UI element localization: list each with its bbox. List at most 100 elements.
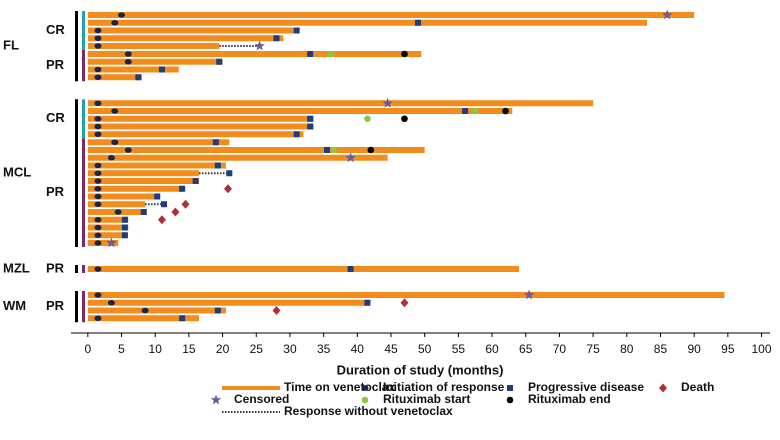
bar — [87, 100, 594, 107]
x-tick-label: 35 — [317, 342, 331, 356]
rituximab-start — [330, 146, 338, 154]
response — [94, 292, 102, 298]
response — [141, 307, 149, 314]
x-tick-label: 10 — [149, 342, 163, 356]
legend-label: Response without venetoclax — [284, 404, 453, 418]
response — [107, 299, 115, 306]
death — [223, 184, 232, 194]
subgroup-label: PR — [46, 260, 65, 275]
group-bar — [75, 265, 78, 273]
response — [94, 100, 102, 107]
pd — [226, 170, 233, 177]
legend-swatch — [659, 383, 667, 393]
legend-label: Rituximab end — [528, 392, 611, 406]
response — [111, 108, 119, 114]
bar — [87, 147, 425, 153]
response — [94, 115, 102, 122]
response — [94, 27, 102, 34]
response — [114, 209, 122, 215]
response — [111, 19, 119, 26]
group-bar — [75, 291, 78, 323]
response — [94, 232, 102, 239]
response — [124, 147, 132, 153]
rituximab-start — [327, 50, 334, 58]
legend-swatch — [507, 385, 513, 391]
bar — [87, 240, 119, 246]
response — [111, 139, 119, 146]
bar — [87, 178, 199, 184]
legend-swatch — [361, 385, 369, 391]
x-tick-label: 25 — [250, 342, 264, 356]
pd — [293, 27, 300, 34]
legend-swatch — [210, 394, 222, 405]
bar — [87, 74, 142, 81]
response — [94, 224, 102, 231]
legend-swatch — [361, 396, 369, 404]
response — [94, 315, 102, 322]
bar — [87, 43, 220, 49]
pd — [154, 193, 161, 200]
rituximab-end — [401, 50, 408, 58]
bar — [87, 216, 129, 223]
legend-label: Initiation of response — [383, 380, 505, 394]
response — [94, 216, 102, 223]
bar — [87, 307, 226, 314]
bar — [87, 108, 513, 114]
censored — [254, 40, 265, 51]
subgroup-bar — [82, 11, 85, 50]
response — [94, 43, 102, 49]
response — [94, 178, 102, 184]
pd — [179, 185, 186, 192]
x-tick-label: 15 — [182, 342, 196, 356]
pd — [135, 74, 142, 81]
pd — [307, 115, 314, 122]
bar — [87, 115, 314, 122]
bar — [87, 139, 230, 146]
response — [94, 201, 102, 208]
censored — [523, 289, 535, 300]
pd — [414, 19, 421, 26]
x-tick-label: 70 — [553, 342, 567, 356]
death — [181, 199, 190, 209]
legend-swatch — [506, 396, 514, 404]
bar — [87, 315, 199, 322]
subgroup-bar — [82, 291, 85, 323]
bar — [87, 58, 223, 65]
bar — [87, 201, 146, 208]
group-label: MCL — [3, 165, 31, 180]
pd — [212, 139, 219, 146]
response — [124, 58, 132, 65]
group-bar — [75, 99, 78, 247]
response — [94, 266, 102, 272]
x-tick-label: 60 — [485, 342, 499, 356]
censored — [106, 237, 117, 248]
bar — [87, 131, 304, 138]
response — [94, 170, 102, 177]
bar — [87, 123, 314, 130]
response — [94, 131, 102, 138]
bar — [87, 19, 647, 26]
bar — [87, 66, 179, 73]
pd — [158, 66, 165, 73]
pd — [179, 315, 186, 322]
censored — [382, 97, 393, 108]
response — [107, 154, 115, 161]
bar — [87, 27, 297, 34]
bar — [87, 193, 160, 200]
x-tick-label: 85 — [654, 342, 668, 356]
pd — [324, 147, 330, 153]
x-tick-label: 80 — [620, 342, 634, 356]
response — [94, 74, 102, 81]
bar — [87, 51, 422, 57]
pd — [192, 178, 199, 184]
x-tick-label: 40 — [351, 342, 365, 356]
bar — [87, 35, 284, 42]
bar — [87, 170, 199, 177]
response — [94, 162, 102, 169]
pd — [364, 299, 371, 306]
censored — [345, 152, 356, 163]
group-label: MZL — [3, 260, 30, 275]
bar — [87, 162, 226, 169]
bar — [87, 185, 183, 192]
x-tick-label: 30 — [283, 342, 297, 356]
